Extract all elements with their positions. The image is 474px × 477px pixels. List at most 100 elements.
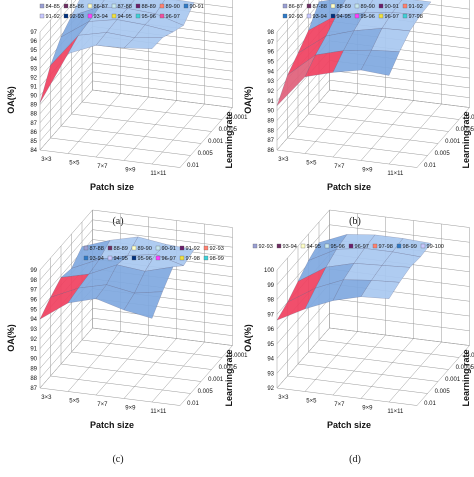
z-tick-label: 0.0001 xyxy=(229,115,248,121)
floor-gridline xyxy=(276,149,418,168)
y-tick-label: 92 xyxy=(267,386,274,392)
y-tick-label: 94 xyxy=(30,57,37,63)
legend-label: 90-91 xyxy=(162,246,176,252)
x-tick-label: 3×3 xyxy=(41,395,52,401)
legend-label: 96-97 xyxy=(166,14,180,20)
x-tick-label: 7×7 xyxy=(334,164,345,170)
legend-swatch xyxy=(63,13,69,19)
legend-label: 93-94 xyxy=(313,14,327,20)
x-axis-title: Patch size xyxy=(90,420,134,430)
legend-label: 91-92 xyxy=(46,14,60,20)
chart-panel-c: 87 88 89 90 91 92 93 94 95 96 97 98 99 3×3 5×5 7×7 9×9 11… xyxy=(6,209,248,465)
chart-panel-d: 92 93 94 95 96 97 98 99 100 3×3 5×5 7×7 9×9 11×11 0.0 0… xyxy=(243,209,474,465)
surface-cell xyxy=(123,37,163,49)
wall-gridline xyxy=(276,89,470,151)
legend-swatch xyxy=(306,3,312,9)
floor-gridline xyxy=(151,341,205,403)
floor-gridline xyxy=(151,103,205,165)
chart-panel-a: 84 85 86 87 88 89 90 91 92 93 94 95 96 97 3×3 5×5 7×7 9×9… xyxy=(6,0,248,227)
floor-gridline xyxy=(329,327,470,346)
y-axis-title: OA(%) xyxy=(6,86,16,114)
floor-gridline xyxy=(179,107,233,168)
floor-gridline xyxy=(308,351,449,370)
floor-gridline xyxy=(92,327,233,346)
legend-swatch xyxy=(282,3,288,9)
surface xyxy=(276,234,432,321)
x-tick-label: 9×9 xyxy=(125,168,136,174)
y-tick-label: 88 xyxy=(30,376,37,382)
legend-label: 87-88 xyxy=(118,4,132,10)
legend-swatch xyxy=(39,13,45,19)
wall-gridline xyxy=(276,327,470,389)
legend-label: 90-91 xyxy=(385,4,399,10)
floor-gridline xyxy=(71,351,212,370)
legend-label: 94-95 xyxy=(118,14,132,20)
floor-gridline xyxy=(92,89,233,108)
y-tick-label: 93 xyxy=(267,79,274,85)
y-tick-label: 96 xyxy=(30,39,37,45)
x-tick-label: 5×5 xyxy=(306,161,317,167)
legend-label: 86-87 xyxy=(289,4,303,10)
panel-caption: (d) xyxy=(349,454,361,465)
legend-label: 92-93 xyxy=(289,14,303,20)
y-tick-label: 90 xyxy=(267,109,274,115)
x-tick-label: 9×9 xyxy=(125,406,136,412)
legend-swatch xyxy=(155,255,161,261)
x-tick-label: 11×11 xyxy=(150,409,167,415)
surface xyxy=(39,236,195,320)
floor-gridline xyxy=(123,338,177,399)
z-tick-label: 0.0005 xyxy=(456,127,474,133)
legend-label: 91-92 xyxy=(186,246,200,252)
legend-label: 97-98 xyxy=(186,256,200,262)
y-tick-label: 87 xyxy=(30,386,37,392)
z-axis-title: Learning rate xyxy=(224,111,234,168)
z-tick-label: 0.01 xyxy=(424,401,436,407)
legend-label: 87-88 xyxy=(313,4,327,10)
legend-swatch xyxy=(87,3,93,9)
x-tick-label: 11×11 xyxy=(387,409,404,415)
legend-label: 96-97 xyxy=(385,14,399,20)
y-tick-label: 94 xyxy=(267,69,274,75)
legend-swatch xyxy=(39,3,45,9)
legend-swatch xyxy=(276,243,282,249)
surface-cell xyxy=(360,49,400,76)
floor-gridline xyxy=(95,334,149,396)
legend-swatch xyxy=(203,255,209,261)
legend-swatch xyxy=(159,13,165,19)
x-tick-label: 3×3 xyxy=(278,395,289,401)
z-tick-label: 0.005 xyxy=(198,151,214,157)
legend-label: 93-94 xyxy=(94,14,108,20)
y-tick-label: 95 xyxy=(30,307,37,313)
y-axis-title: OA(%) xyxy=(243,324,253,352)
legend: 87-88 88-89 89-90 90-91 91-92 92-93 93-94 94-95… xyxy=(83,245,224,262)
y-tick-label: 86 xyxy=(267,148,274,154)
legend-label: 96-97 xyxy=(162,256,176,262)
z-tick-label: 0.01 xyxy=(424,163,436,169)
y-tick-label: 90 xyxy=(30,94,37,100)
floor-gridline xyxy=(39,149,181,168)
legend-label: 89-90 xyxy=(138,246,152,252)
y-tick-label: 98 xyxy=(267,298,274,304)
y-tick-label: 88 xyxy=(30,112,37,118)
x-tick-label: 11×11 xyxy=(150,171,167,177)
x-tick-label: 9×9 xyxy=(362,168,373,174)
z-tick-label: 0.005 xyxy=(435,151,451,157)
legend-label: 95-96 xyxy=(361,14,375,20)
y-tick-label: 85 xyxy=(30,139,37,145)
floor-gridline xyxy=(287,375,428,394)
wall-gridline xyxy=(39,308,233,369)
floor-gridline xyxy=(308,113,449,132)
legend-swatch xyxy=(135,3,141,9)
legend-swatch xyxy=(107,255,113,261)
y-tick-label: 93 xyxy=(30,66,37,72)
z-axis-title: Learning rate xyxy=(461,111,471,168)
floor-gridline xyxy=(388,341,442,403)
legend-label: 88-89 xyxy=(337,4,351,10)
z-tick-label: 0.005 xyxy=(435,389,451,395)
panel-caption: (c) xyxy=(112,454,123,465)
floor-gridline xyxy=(50,137,191,156)
legend-label: 85-86 xyxy=(70,4,84,10)
legend-label: 89-90 xyxy=(166,4,180,10)
legend-swatch xyxy=(372,243,378,249)
